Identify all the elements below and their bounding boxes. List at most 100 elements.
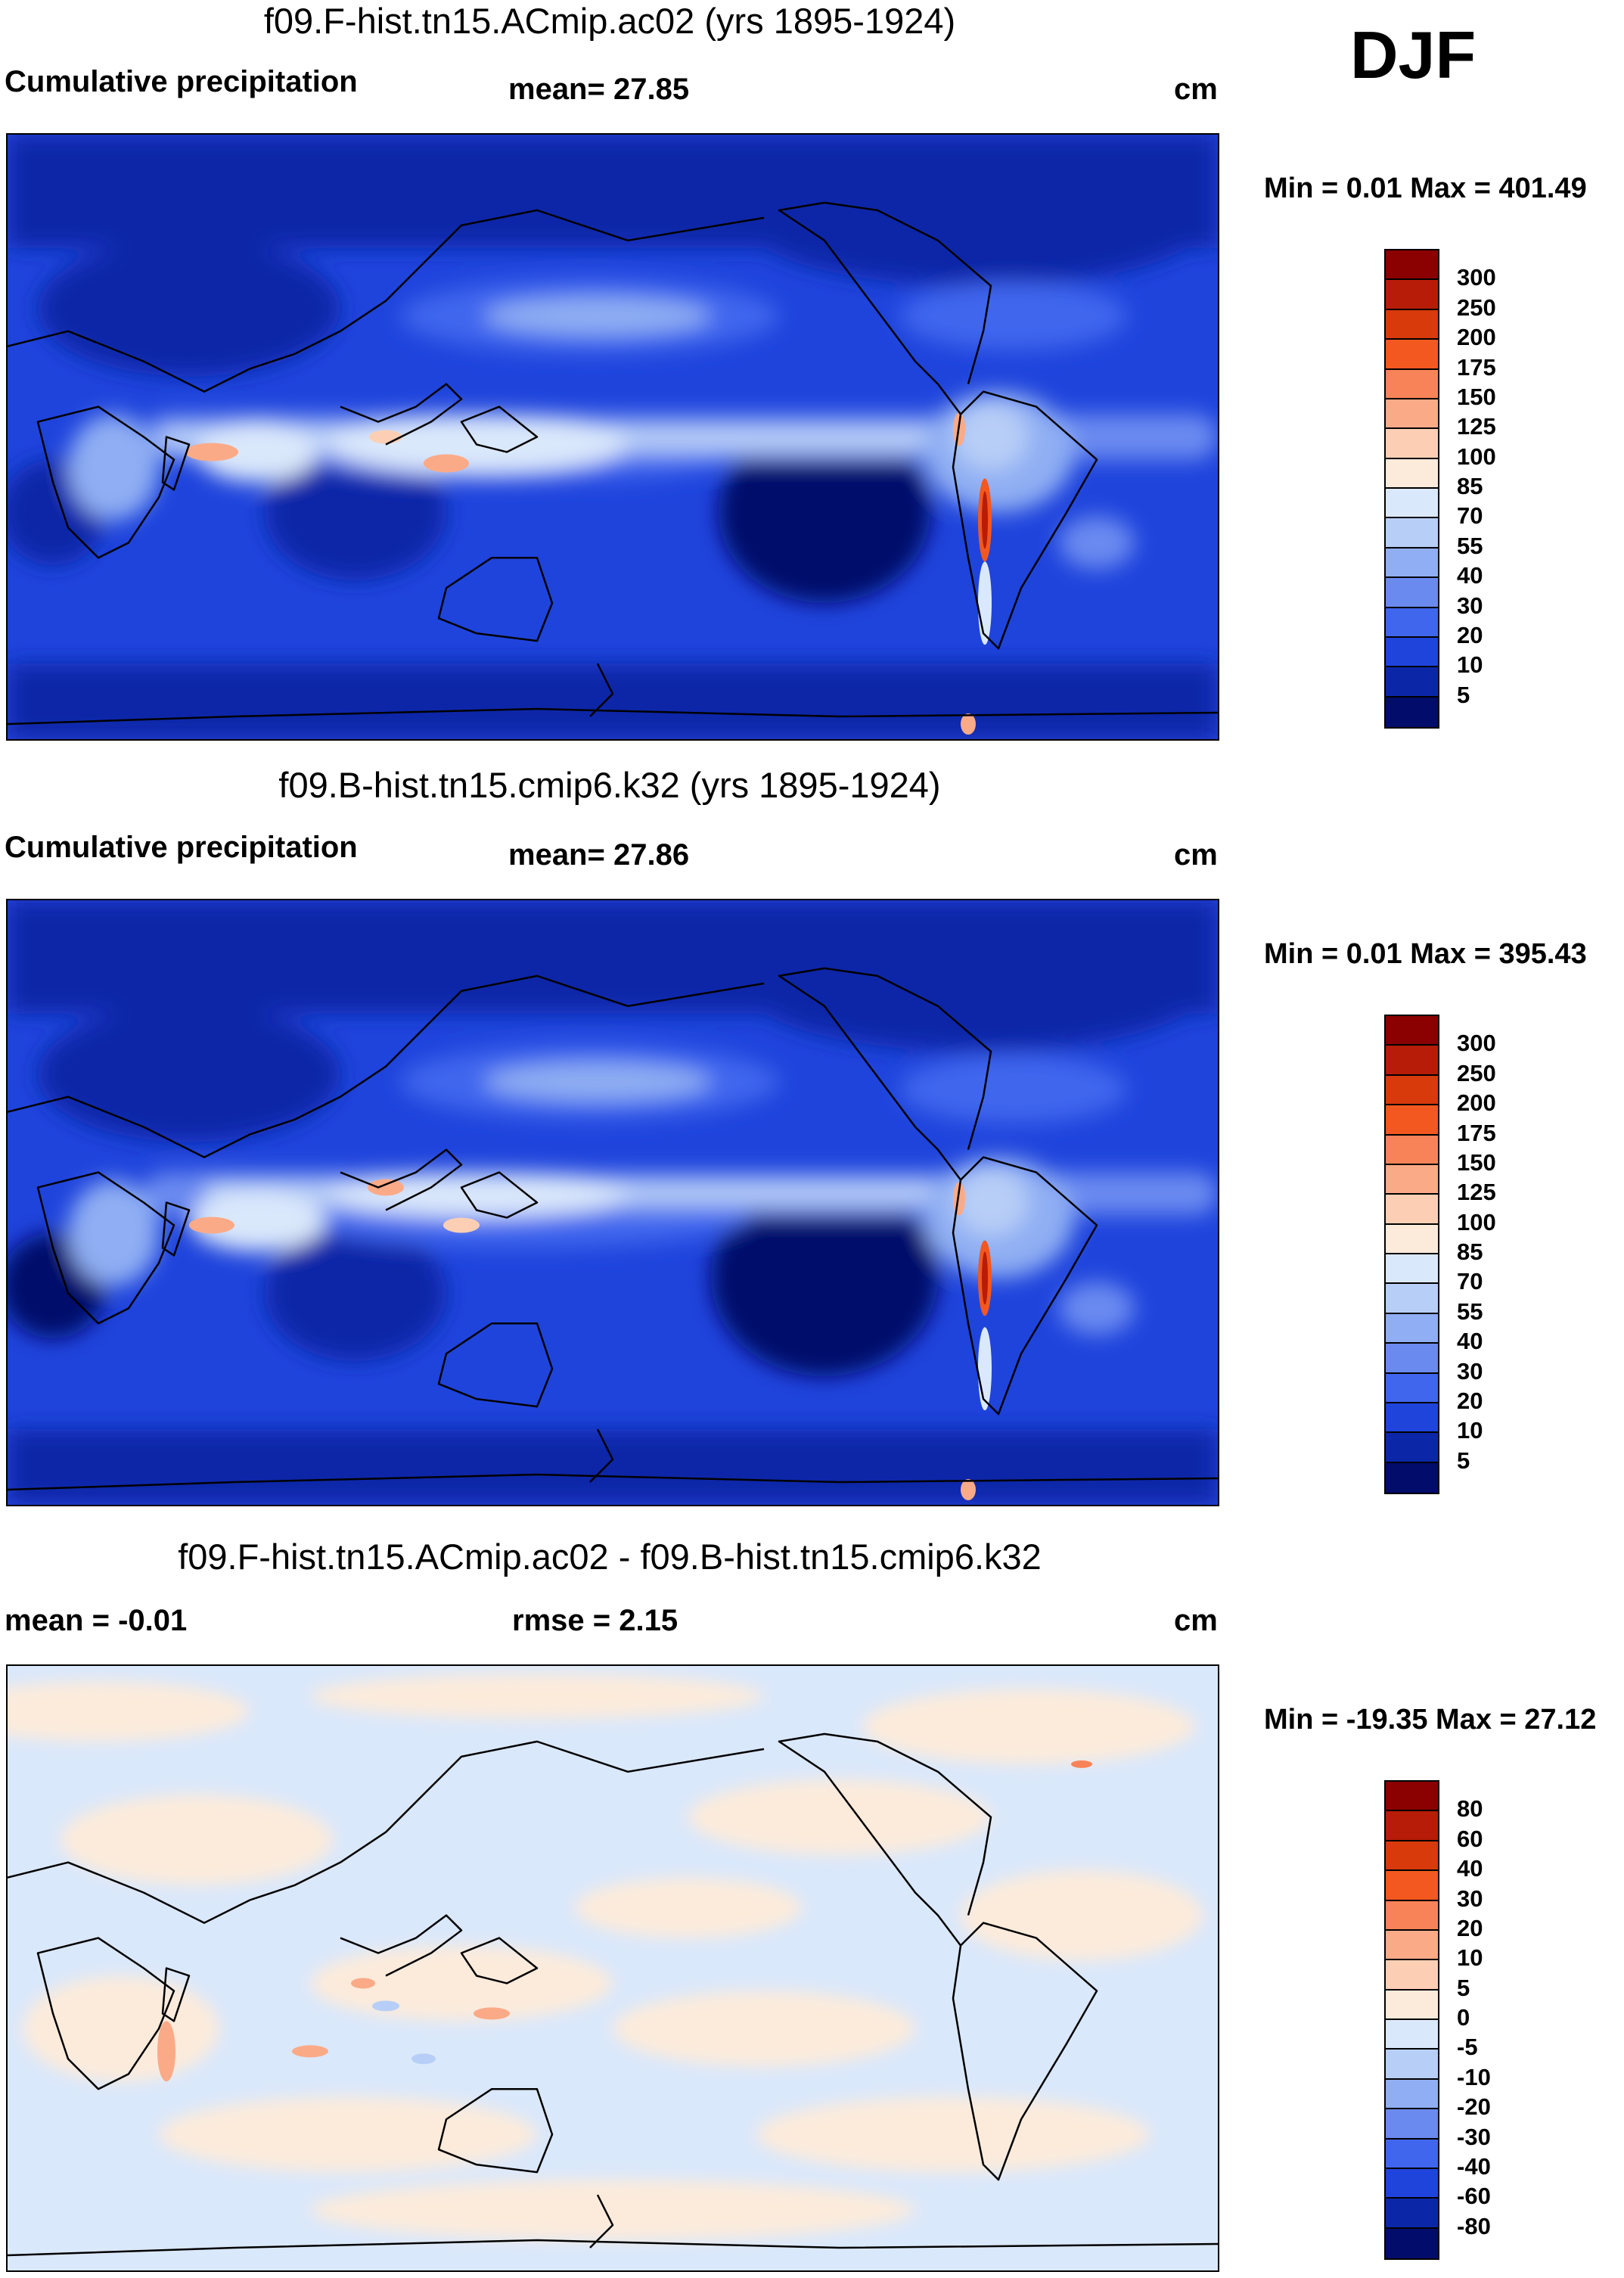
panel-3-map xyxy=(6,1664,1219,2272)
colorbar-swatch xyxy=(1386,2050,1438,2080)
panel-3-map-plot xyxy=(8,1666,1218,2270)
colorbar-swatch xyxy=(1386,369,1438,399)
colorbar-swatch xyxy=(1386,280,1438,310)
colorbar-swatch xyxy=(1386,399,1438,430)
panel-2-mean-label: mean= 27.86 xyxy=(508,838,690,872)
colorbar-swatch xyxy=(1386,1195,1438,1225)
colorbar-swatch xyxy=(1386,1284,1438,1314)
colorbar-swatch xyxy=(1386,2139,1438,2169)
colorbar-tick-label: 30 xyxy=(1457,592,1483,619)
colorbar-tick-label: 10 xyxy=(1457,1944,1483,1972)
colorbar-tick-label: 5 xyxy=(1457,681,1470,708)
panel-1-colorbar xyxy=(1384,249,1439,729)
colorbar-tick-label: 0 xyxy=(1457,2004,1470,2031)
colorbar-swatch xyxy=(1386,250,1438,281)
colorbar-tick-label: 20 xyxy=(1457,621,1483,648)
panel-1-title: f09.F-hist.tn15.ACmip.ac02 (yrs 1895-192… xyxy=(263,1,956,41)
colorbar-tick-label: -30 xyxy=(1457,2123,1491,2150)
colorbar-tick-label: 70 xyxy=(1457,1268,1483,1295)
colorbar-tick-label: 30 xyxy=(1457,1357,1483,1385)
colorbar-tick-label: 175 xyxy=(1457,1119,1496,1146)
panel-2-left-label: Cumulative precipitation xyxy=(5,831,358,864)
colorbar-swatch xyxy=(1386,2199,1438,2229)
colorbar-tick-label: 20 xyxy=(1457,1387,1483,1414)
colorbar-swatch xyxy=(1386,2228,1438,2258)
colorbar-tick-label: -60 xyxy=(1457,2183,1491,2210)
panel-2-title: f09.B-hist.tn15.cmip6.k32 (yrs 1895-1924… xyxy=(278,765,941,805)
colorbar-swatch xyxy=(1386,1164,1438,1195)
colorbar-tick-label: 85 xyxy=(1457,473,1483,499)
panel-3-colorbar-labels: 80 60 40 30 20 10 5 0 -5 -10 -20 -30 -40 -60 -80 xyxy=(1457,1780,1548,2260)
colorbar-swatch xyxy=(1386,309,1438,340)
colorbar-tick-label: 40 xyxy=(1457,562,1483,589)
colorbar-swatch xyxy=(1386,1313,1438,1344)
colorbar-tick-label: -80 xyxy=(1457,2212,1491,2239)
colorbar-swatch xyxy=(1386,2079,1438,2110)
colorbar-tick-label: 40 xyxy=(1457,1855,1483,1882)
colorbar-tick-label: 80 xyxy=(1457,1795,1483,1823)
colorbar-swatch xyxy=(1386,1403,1438,1434)
colorbar-tick-label: -20 xyxy=(1457,2093,1491,2121)
colorbar-swatch xyxy=(1386,458,1438,489)
panel-1-minmax: Min = 0.01 Max = 401.49 xyxy=(1264,172,1587,204)
panel-1-map-plot xyxy=(8,135,1218,739)
colorbar-tick-label: 200 xyxy=(1457,324,1496,351)
colorbar-swatch xyxy=(1386,2020,1438,2050)
colorbar-swatch xyxy=(1386,1344,1438,1374)
colorbar-swatch xyxy=(1386,1782,1438,1812)
colorbar-swatch xyxy=(1386,489,1438,519)
colorbar-swatch xyxy=(1386,1462,1438,1493)
colorbar-swatch xyxy=(1386,1105,1438,1136)
panel-1-mean-label: mean= 27.85 xyxy=(508,73,690,106)
colorbar-tick-label: 175 xyxy=(1457,353,1496,381)
colorbar-tick-label: 5 xyxy=(1457,1974,1470,2001)
colorbar-tick-label: 300 xyxy=(1457,1030,1496,1057)
panel-2-colorbar-labels: 300 250 200 175 150 125 100 85 70 55 40 30 20 10 5 xyxy=(1457,1015,1548,1494)
colorbar-swatch xyxy=(1386,1900,1438,1931)
panel-1-units-label: cm xyxy=(1174,73,1218,106)
panel-1-map xyxy=(6,133,1219,741)
colorbar-tick-label: 300 xyxy=(1457,264,1496,291)
panel-3-units-label: cm xyxy=(1174,1604,1218,1637)
panel-2-map xyxy=(6,899,1219,1506)
colorbar-tick-label: 70 xyxy=(1457,502,1483,530)
panel-2-colorbar xyxy=(1384,1015,1439,1494)
colorbar-swatch xyxy=(1386,608,1438,638)
colorbar-swatch xyxy=(1386,637,1438,668)
colorbar-swatch xyxy=(1386,1841,1438,1872)
colorbar-swatch xyxy=(1386,1433,1438,1463)
colorbar-swatch xyxy=(1386,1960,1438,1991)
colorbar-tick-label: 55 xyxy=(1457,1297,1483,1325)
panel-3-title: f09.F-hist.tn15.ACmip.ac02 - f09.B-hist.… xyxy=(178,1537,1042,1577)
colorbar-swatch xyxy=(1386,1075,1438,1106)
colorbar-tick-label: 100 xyxy=(1457,443,1496,470)
colorbar-swatch xyxy=(1386,1224,1438,1254)
panel-2-map-plot xyxy=(8,900,1218,1505)
panel-3-mean-label: mean = -0.01 xyxy=(5,1604,188,1637)
colorbar-swatch xyxy=(1386,1135,1438,1165)
colorbar-tick-label: -40 xyxy=(1457,2152,1491,2180)
colorbar-swatch xyxy=(1386,667,1438,698)
panel-2-units-label: cm xyxy=(1174,838,1218,872)
colorbar-tick-label: 150 xyxy=(1457,383,1496,410)
colorbar-swatch xyxy=(1386,2168,1438,2199)
colorbar-swatch xyxy=(1386,518,1438,549)
colorbar-swatch xyxy=(1386,697,1438,727)
colorbar-tick-label: 125 xyxy=(1457,1179,1496,1206)
colorbar-swatch xyxy=(1386,340,1438,370)
colorbar-tick-label: 60 xyxy=(1457,1825,1483,1852)
colorbar-tick-label: 150 xyxy=(1457,1148,1496,1176)
colorbar-tick-label: -5 xyxy=(1457,2034,1478,2061)
colorbar-tick-label: 100 xyxy=(1457,1208,1496,1235)
colorbar-swatch xyxy=(1386,1016,1438,1046)
panel-2-minmax: Min = 0.01 Max = 395.43 xyxy=(1264,938,1587,970)
season-label: DJF xyxy=(1350,17,1477,92)
panel-3-rmse-label: rmse = 2.15 xyxy=(512,1604,678,1637)
colorbar-tick-label: -10 xyxy=(1457,2063,1491,2090)
panel-3-minmax: Min = -19.35 Max = 27.12 xyxy=(1264,1704,1597,1736)
colorbar-tick-label: 250 xyxy=(1457,294,1496,321)
colorbar-tick-label: 30 xyxy=(1457,1885,1483,1912)
colorbar-swatch xyxy=(1386,1373,1438,1403)
colorbar-tick-label: 10 xyxy=(1457,1417,1483,1444)
colorbar-tick-label: 250 xyxy=(1457,1059,1496,1086)
